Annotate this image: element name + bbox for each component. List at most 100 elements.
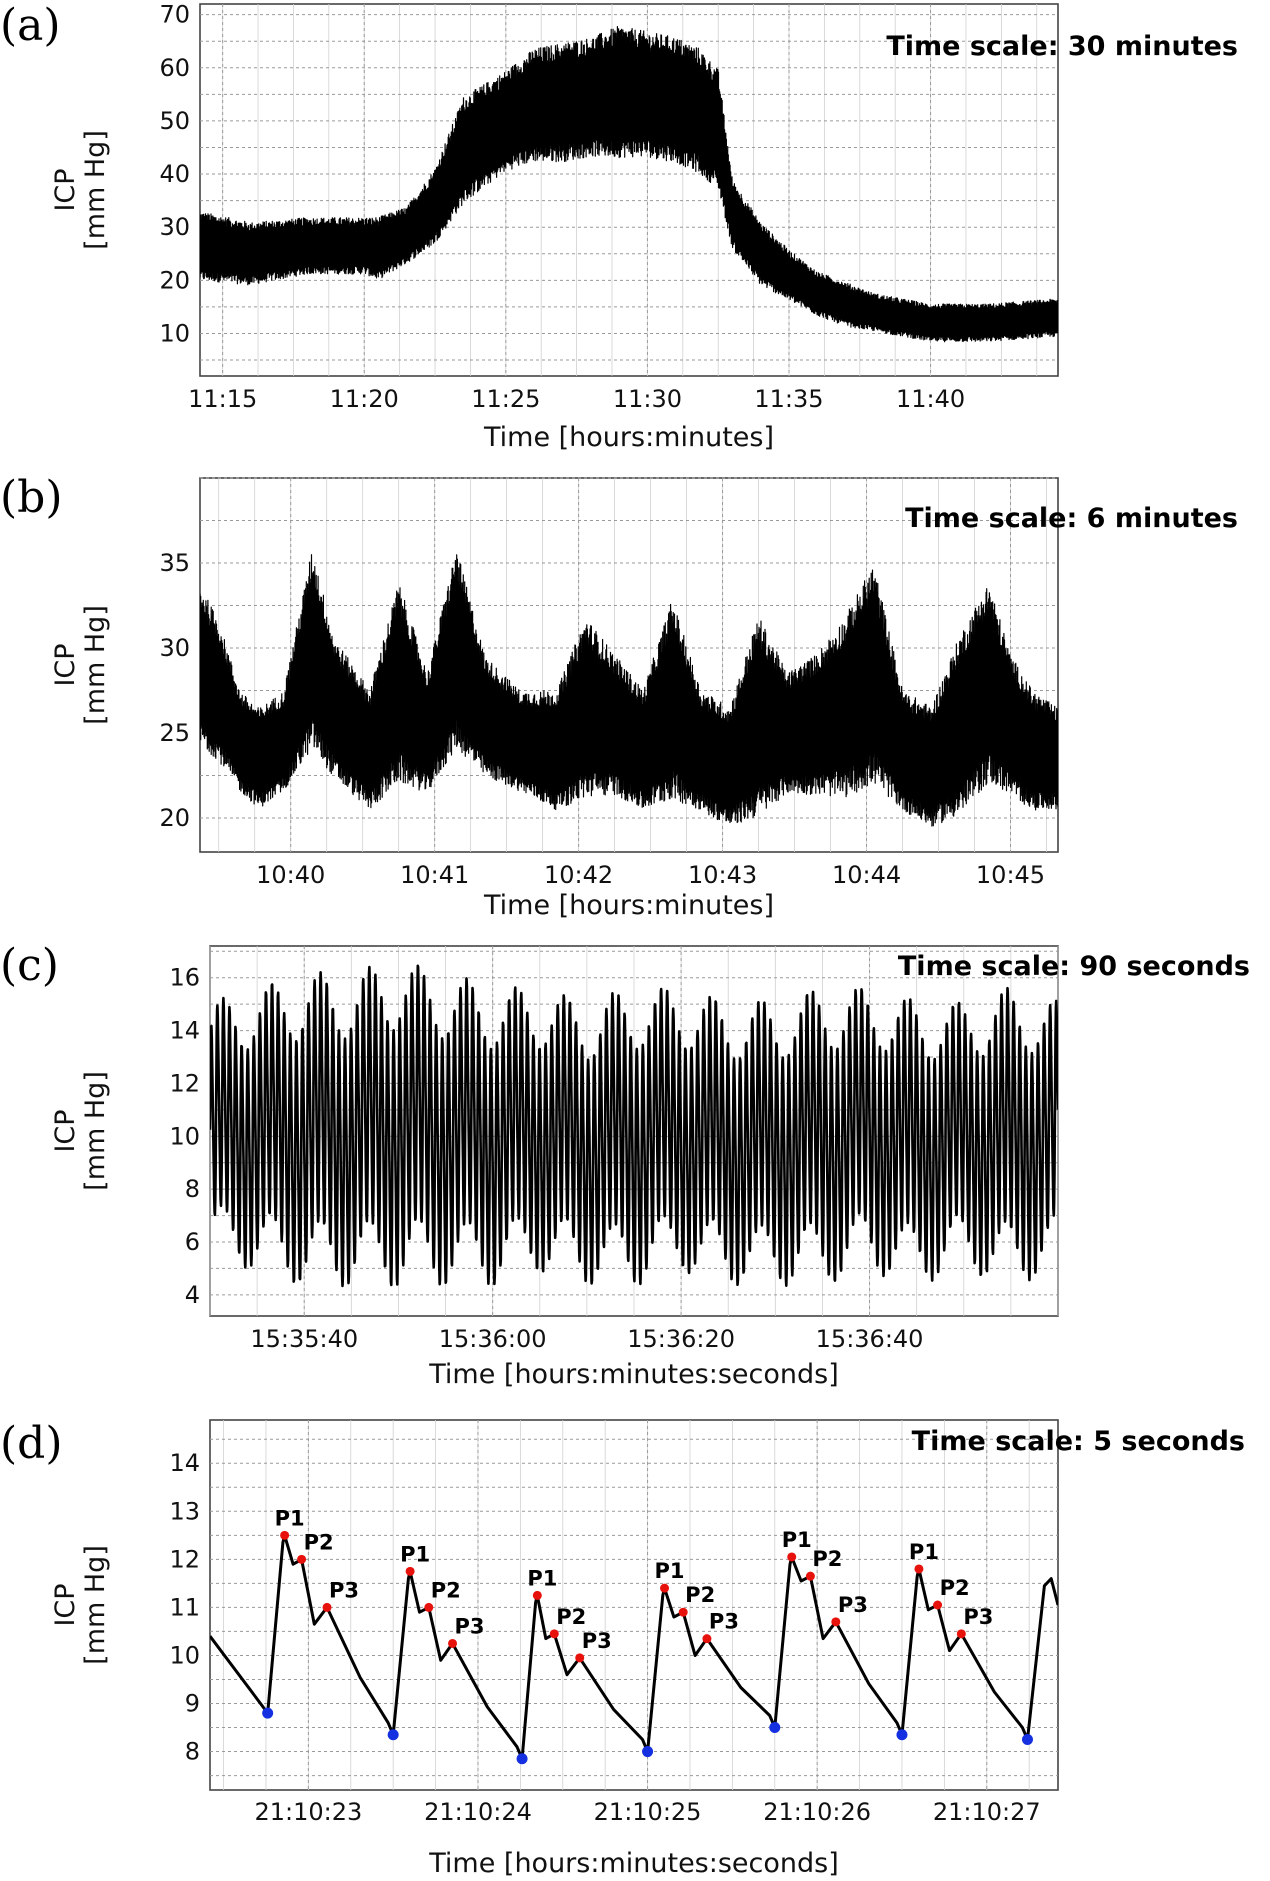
minimum-marker: [387, 1729, 399, 1741]
peak-label-p1: P1: [400, 1542, 430, 1566]
peak-marker-p3: [831, 1617, 841, 1627]
y-tick-label: 35: [159, 549, 190, 577]
panel-d: 21:10:23 21:10:24 21:10:25 21:10:26 21:10:27…: [0, 1418, 1245, 1879]
peak-marker-p3: [575, 1653, 585, 1663]
minimum-marker: [896, 1729, 908, 1741]
peak-label-p1: P1: [909, 1540, 939, 1564]
peak-label-p3: P3: [709, 1610, 739, 1634]
y-tick-label: 60: [159, 54, 190, 82]
y-tick-label: 20: [159, 266, 190, 294]
icp-trace-group: [200, 26, 1058, 343]
panel-label: (a): [0, 0, 61, 51]
peak-label-p2: P2: [812, 1547, 842, 1571]
peak-marker-p2: [678, 1607, 688, 1617]
x-tick-label: 11:20: [330, 385, 399, 413]
panel-label: (d): [0, 1418, 63, 1469]
x-tick-label: 15:36:20: [627, 1325, 735, 1353]
y-tick-label: 13: [169, 1497, 200, 1525]
y-tick-label: 10: [169, 1641, 200, 1669]
x-tick-label: 11:15: [188, 385, 257, 413]
peak-label-p2: P2: [685, 1583, 715, 1607]
x-tick-label: 21:10:24: [424, 1798, 532, 1826]
peak-marker-p2: [549, 1629, 559, 1639]
peak-marker-p1: [787, 1552, 797, 1562]
y-tick-label: 10: [169, 1122, 200, 1150]
minimum-marker: [642, 1746, 654, 1758]
peak-marker-p2: [805, 1571, 815, 1581]
tick-labels: 21:10:23 21:10:24 21:10:25 21:10:26 21:10:27…: [169, 1449, 1040, 1826]
peak-label-p3: P3: [838, 1593, 868, 1617]
peak-marker-p2: [424, 1602, 434, 1612]
x-tick-label: 15:36:00: [439, 1325, 547, 1353]
peak-label-p2: P2: [431, 1578, 461, 1602]
peak-marker-p3: [322, 1602, 332, 1612]
icp-trace: [200, 554, 1058, 827]
peak-label-p1: P1: [527, 1566, 557, 1590]
peak-marker-p1: [660, 1583, 670, 1593]
y-tick-label: 12: [169, 1545, 200, 1573]
peak-label-p3: P3: [455, 1614, 485, 1638]
y-axis-title: ICP[mm Hg]: [50, 1071, 111, 1191]
x-tick-label: 15:36:40: [816, 1325, 924, 1353]
peak-label-p3: P3: [329, 1578, 359, 1602]
peak-marker-p3: [956, 1629, 966, 1639]
x-tick-label: 21:10:25: [594, 1798, 702, 1826]
y-tick-label: 8: [185, 1738, 200, 1766]
tick-labels: 11:15 11:20 11:25 11:30 11:35 11:40 10 20 30 40 50…: [159, 1, 965, 413]
panel-a: 11:15 11:20 11:25 11:30 11:35 11:40 10 20 30 40 50…: [0, 0, 1238, 453]
y-tick-label: 30: [159, 213, 190, 241]
panel-b: 10:40 10:41 10:42 10:43 10:44 10:45 20 25 30 35 Ti…: [0, 472, 1238, 921]
x-axis-title: Time [hours:minutes]: [483, 890, 774, 921]
y-tick-label: 30: [159, 634, 190, 662]
icp-trace: [210, 964, 1058, 1288]
x-axis-title: Time [hours:minutes]: [483, 422, 774, 453]
plot-frame: [209, 1419, 1059, 1791]
x-tick-label: 10:44: [832, 861, 901, 889]
panel-label: (c): [0, 940, 59, 991]
x-tick-label: 21:10:23: [254, 1798, 362, 1826]
icp-trace: [200, 26, 1058, 343]
peak-label-p1: P1: [275, 1506, 305, 1530]
y-tick-label: 50: [159, 107, 190, 135]
peak-label-p3: P3: [963, 1605, 993, 1629]
peak-label-p1: P1: [655, 1559, 685, 1583]
peak-marker-p2: [933, 1600, 943, 1610]
peak-marker-p2: [297, 1554, 307, 1564]
x-tick-label: 15:35:40: [250, 1325, 358, 1353]
time-scale-note: Time scale: 6 minutes: [905, 503, 1238, 534]
y-tick-label: 40: [159, 160, 190, 188]
peak-marker-p3: [702, 1634, 712, 1644]
y-tick-label: 9: [185, 1690, 200, 1718]
tick-labels: 10:40 10:41 10:42 10:43 10:44 10:45 20 25 30 35: [159, 549, 1045, 889]
panel-label: (b): [0, 472, 63, 523]
peak-label-p3: P3: [582, 1629, 612, 1653]
y-axis-title: ICP[mm Hg]: [50, 130, 111, 250]
x-tick-label: 11:30: [613, 385, 682, 413]
y-tick-label: 11: [169, 1593, 200, 1621]
minimum-marker: [262, 1707, 274, 1719]
x-tick-label: 10:42: [544, 861, 613, 889]
panel-c: 15:35:40 15:36:00 15:36:20 15:36:40 4 6 8 10 12 1…: [0, 940, 1250, 1390]
time-scale-note: Time scale: 5 seconds: [912, 1426, 1245, 1457]
y-tick-label: 8: [185, 1175, 200, 1203]
peak-label-p2: P2: [304, 1530, 334, 1554]
peak-marker-p1: [280, 1530, 290, 1540]
x-tick-label: 10:41: [400, 861, 469, 889]
x-tick-label: 10:45: [976, 861, 1045, 889]
y-tick-label: 25: [159, 719, 190, 747]
x-tick-label: 21:10:26: [763, 1798, 871, 1826]
peak-marker-p1: [532, 1590, 542, 1600]
x-tick-label: 11:25: [471, 385, 540, 413]
minimum-marker: [769, 1722, 781, 1734]
y-axis-title: ICP[mm Hg]: [50, 1545, 111, 1665]
y-tick-label: 14: [169, 1017, 200, 1045]
minimum-marker: [1021, 1734, 1033, 1746]
x-tick-label: 11:35: [754, 385, 823, 413]
grid-lines: [210, 1420, 1058, 1790]
peak-marker-p3: [448, 1638, 458, 1648]
y-tick-label: 6: [185, 1228, 200, 1256]
x-tick-label: 21:10:27: [933, 1798, 1041, 1826]
time-scale-note: Time scale: 30 minutes: [886, 31, 1238, 62]
x-tick-label: 10:43: [688, 861, 757, 889]
